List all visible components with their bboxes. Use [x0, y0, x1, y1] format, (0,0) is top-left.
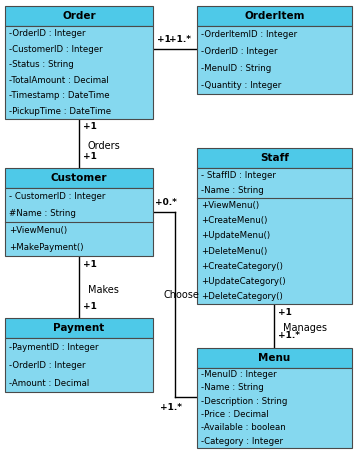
Text: +UpdateMenu(): +UpdateMenu() [201, 232, 270, 240]
Text: Menu: Menu [258, 353, 291, 363]
Text: Payment: Payment [53, 323, 105, 333]
Bar [197, 26, 352, 94]
Bar [197, 368, 352, 448]
Text: -Amount : Decimal: -Amount : Decimal [9, 378, 89, 388]
Text: -PickupTime : DateTime: -PickupTime : DateTime [9, 107, 111, 116]
Text: Order: Order [62, 11, 96, 21]
Text: Manages: Manages [283, 323, 327, 333]
Text: -Status : String: -Status : String [9, 60, 74, 69]
Text: +1: +1 [83, 152, 97, 161]
Text: +1: +1 [278, 308, 292, 317]
Text: +DeleteCategory(): +DeleteCategory() [201, 292, 283, 301]
Text: -OrderID : Integer: -OrderID : Integer [9, 361, 86, 370]
Bar [5, 188, 153, 256]
Text: +MakePayment(): +MakePayment() [9, 243, 84, 252]
Text: Staff: Staff [260, 153, 289, 163]
Text: -OrderID : Integer: -OrderID : Integer [9, 29, 86, 38]
Text: -Description : String: -Description : String [201, 397, 287, 406]
Bar [5, 26, 153, 119]
Text: +ViewMenu(): +ViewMenu() [9, 226, 67, 235]
Text: +ViewMenu(): +ViewMenu() [201, 201, 259, 210]
Text: #Name : String: #Name : String [9, 209, 76, 218]
Text: +CreateMenu(): +CreateMenu() [201, 216, 267, 225]
Text: Orders: Orders [88, 141, 121, 151]
Text: Customer: Customer [51, 173, 107, 183]
Text: -Timestamp : DateTime: -Timestamp : DateTime [9, 91, 110, 100]
Bar [197, 6, 352, 26]
Text: -OrderID : Integer: -OrderID : Integer [201, 47, 278, 56]
Text: -Category : Integer: -Category : Integer [201, 437, 283, 446]
Text: +DeleteMenu(): +DeleteMenu() [201, 247, 267, 255]
Bar [197, 148, 352, 168]
Text: +1.*: +1.* [278, 331, 300, 340]
Text: -Quantity : Integer: -Quantity : Integer [201, 81, 281, 90]
Text: -Price : Decimal: -Price : Decimal [201, 410, 269, 419]
Text: -PaymentID : Integer: -PaymentID : Integer [9, 342, 99, 351]
Bar [5, 168, 153, 188]
Text: Choose: Choose [163, 290, 199, 300]
Text: +1: +1 [83, 302, 97, 311]
Bar [197, 348, 352, 368]
Text: -MenuID : String: -MenuID : String [201, 64, 271, 73]
Text: -MenuID : Integer: -MenuID : Integer [201, 370, 276, 379]
Text: +1.*: +1.* [169, 35, 191, 44]
Text: -CustomerID : Integer: -CustomerID : Integer [9, 45, 103, 54]
Text: - CustomerID : Integer: - CustomerID : Integer [9, 192, 105, 201]
Bar [197, 168, 352, 304]
Text: - StaffID : Integer: - StaffID : Integer [201, 171, 276, 180]
Text: Makes: Makes [88, 285, 119, 295]
Text: -OrderItemID : Integer: -OrderItemID : Integer [201, 30, 297, 39]
Text: +1.*: +1.* [160, 403, 182, 412]
Text: -Name : String: -Name : String [201, 383, 264, 393]
Text: +1: +1 [157, 35, 171, 44]
Text: OrderItem: OrderItem [244, 11, 305, 21]
Text: +UpdateCategory(): +UpdateCategory() [201, 277, 285, 286]
Text: +0.*: +0.* [155, 198, 177, 207]
Bar [5, 318, 153, 338]
Text: +1: +1 [83, 260, 97, 269]
Text: -Available : boolean: -Available : boolean [201, 424, 286, 432]
Text: +1: +1 [83, 122, 97, 131]
Text: -Name : String: -Name : String [201, 186, 264, 195]
Text: +CreateCategory(): +CreateCategory() [201, 262, 283, 271]
Text: -TotalAmount : Decimal: -TotalAmount : Decimal [9, 76, 109, 85]
Bar [5, 6, 153, 26]
Bar [5, 338, 153, 392]
